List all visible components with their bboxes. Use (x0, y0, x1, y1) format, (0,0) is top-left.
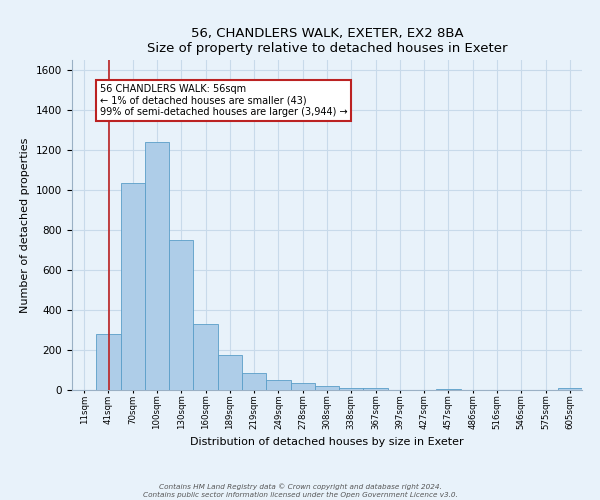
Bar (290, 382, 315, 390)
Title: 56, CHANDLERS WALK, EXETER, EX2 8BA
Size of property relative to detached houses: 56, CHANDLERS WALK, EXETER, EX2 8BA Size… (147, 26, 507, 54)
Bar (242, 373, 266, 390)
Bar (266, 380, 290, 390)
Bar (436, 389, 461, 390)
Text: 56 CHANDLERS WALK: 56sqm
← 1% of detached houses are smaller (43)
99% of semi-de: 56 CHANDLERS WALK: 56sqm ← 1% of detache… (100, 84, 347, 117)
Bar (145, 142, 169, 390)
Y-axis label: Number of detached properties: Number of detached properties (20, 138, 31, 312)
Bar (169, 240, 193, 390)
Bar (193, 324, 218, 390)
Bar (558, 388, 582, 390)
Bar (364, 388, 388, 390)
X-axis label: Distribution of detached houses by size in Exeter: Distribution of detached houses by size … (190, 438, 464, 448)
Bar (96, 334, 121, 390)
Bar (315, 386, 339, 390)
Bar (339, 388, 364, 390)
Bar (121, 183, 145, 390)
Bar (218, 355, 242, 390)
Text: Contains HM Land Registry data © Crown copyright and database right 2024.
Contai: Contains HM Land Registry data © Crown c… (143, 484, 457, 498)
